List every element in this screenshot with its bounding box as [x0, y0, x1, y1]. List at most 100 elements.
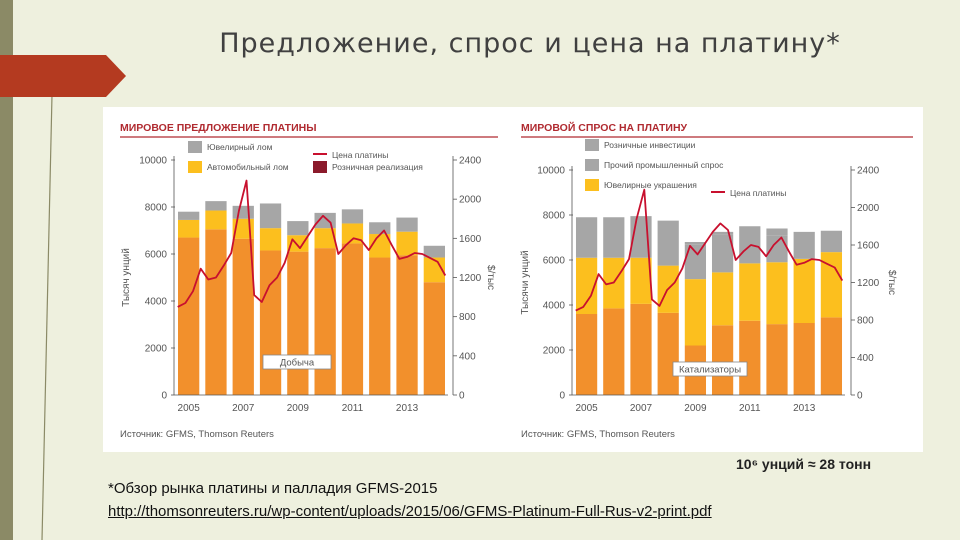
bar-segment [205, 229, 227, 395]
legend-label: Ювелирные украшения [604, 180, 697, 190]
y2-tick-label: 1600 [857, 241, 880, 252]
y-tick-label: 10000 [537, 166, 565, 177]
bar-segment [341, 243, 364, 395]
chart-figure: МИРОВОЕ ПРЕДЛОЖЕНИЕ ПЛАТИНЫ 0 2000 4000 6000… [103, 107, 923, 452]
annotation-box [262, 354, 332, 370]
bar-segment [657, 312, 679, 395]
bar-segment [657, 233, 679, 266]
bar-segment [739, 320, 761, 395]
x-tick-label: 2009 [287, 403, 310, 414]
y2-tick-label: 800 [459, 312, 476, 323]
legend-label: Автомобильный лом [207, 162, 289, 172]
legend-swatch [188, 161, 202, 173]
bar-segment [396, 231, 418, 256]
bar-segment [766, 235, 788, 263]
legend-label: Ювелирный лом [207, 142, 273, 152]
bar-segment [711, 325, 734, 395]
legend-swatch [585, 159, 599, 171]
y2-tick-label: 400 [459, 351, 476, 362]
bar-segment [684, 279, 707, 346]
x-tick-label: 2007 [232, 403, 255, 414]
bar-segment [205, 201, 227, 211]
x-tick-label: 2013 [793, 403, 816, 414]
x-tick-label: 2005 [178, 403, 201, 414]
bar-segment [684, 244, 707, 280]
bar-segment [178, 237, 200, 395]
left-decor-stripe [0, 0, 13, 540]
legend-label: Цена платины [332, 150, 388, 160]
bar-segment [684, 242, 707, 245]
annotation-box [672, 361, 748, 377]
y2-axis-title: $/тыс [886, 270, 897, 295]
bar-segment [369, 257, 391, 395]
x-tick-label: 2013 [396, 403, 419, 414]
y2-tick-label: 800 [857, 316, 874, 327]
y-axis-title: Тысячи унций [520, 250, 531, 314]
legend-swatch [585, 179, 599, 191]
y2-tick-label: 400 [857, 353, 874, 364]
bar-segment [739, 263, 761, 321]
annotation-label: Добыча [280, 358, 315, 369]
y-tick-label: 2000 [543, 346, 566, 357]
bar-segment [259, 203, 282, 229]
legend-label: Розничные инвестиции [604, 140, 696, 150]
legend-label: Прочий промышленный спрос [604, 160, 724, 170]
x-tick-label: 2007 [630, 403, 653, 414]
bar-segment [178, 211, 200, 220]
bar-segment [820, 230, 843, 253]
bar-segment [423, 282, 445, 395]
bar-segment [603, 217, 625, 258]
y-tick-label: 4000 [145, 297, 168, 308]
y2-tick-label: 2400 [857, 166, 880, 177]
decor-line [41, 95, 53, 540]
bar-segment [575, 257, 598, 314]
y2-tick-label: 0 [459, 391, 465, 402]
y-tick-label: 6000 [145, 250, 168, 261]
x-tick-label: 2005 [575, 403, 598, 414]
y2-tick-label: 2000 [459, 195, 482, 206]
bar-segment [657, 220, 679, 233]
legend-label: Розничная реализация [332, 162, 423, 172]
bar-segment [766, 262, 788, 325]
bar-segment [711, 231, 734, 235]
bar-segment [341, 209, 364, 224]
price-line [575, 188, 844, 312]
bar-segment [793, 258, 815, 323]
legend-swatch [188, 141, 202, 153]
x-tick-label: 2009 [684, 403, 707, 414]
bar-segment [396, 217, 418, 232]
bar-segment [259, 250, 282, 395]
source-link[interactable]: http://thomsonreuters.ru/wp-content/uplo… [108, 503, 712, 520]
bar-segment [287, 251, 309, 395]
bar-segment [575, 217, 598, 258]
bar-segment [369, 222, 391, 235]
bar-segment [314, 248, 336, 395]
legend-label: Цена платины [730, 188, 786, 198]
title-arrow-decor [0, 55, 126, 97]
y2-axis-title: $/тыс [485, 265, 496, 290]
charts-svg: МИРОВОЕ ПРЕДЛОЖЕНИЕ ПЛАТИНЫ0200040006000… [120, 121, 913, 440]
y2-tick-label: 2400 [459, 156, 482, 167]
bar-segment [820, 317, 843, 395]
bar-segment [341, 223, 364, 244]
y-tick-label: 0 [559, 391, 565, 402]
y-tick-label: 0 [161, 391, 167, 402]
y2-tick-label: 1200 [857, 278, 880, 289]
bar-segment [423, 245, 445, 258]
legend-swatch [585, 139, 599, 151]
source-label: Источник: GFMS, Thomson Reuters [521, 429, 675, 440]
y2-tick-label: 0 [857, 391, 863, 402]
bar-segment [711, 234, 734, 273]
bar-segment [178, 219, 200, 238]
chart-title: МИРОВОЕ ПРЕДЛОЖЕНИЕ ПЛАТИНЫ [120, 122, 317, 134]
bar-segment [630, 303, 652, 395]
bar-segment [205, 210, 227, 230]
bar-segment [232, 205, 254, 219]
bar-segment [630, 257, 652, 304]
y-tick-label: 10000 [139, 156, 167, 167]
bar-segment [766, 324, 788, 395]
y-tick-label: 8000 [543, 211, 566, 222]
bar-segment [603, 308, 625, 395]
x-tick-label: 2011 [739, 403, 761, 414]
y-tick-label: 4000 [543, 301, 566, 312]
